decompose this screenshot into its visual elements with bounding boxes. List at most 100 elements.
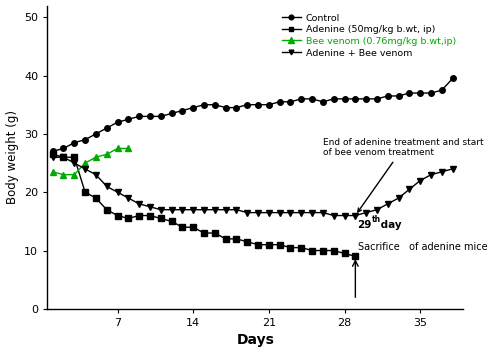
Adenine (50mg/kg b.wt, ip): [60, 155, 66, 159]
X-axis label: Days: Days: [236, 334, 275, 347]
Adenine + Bee venom: [82, 167, 88, 171]
Adenine + Bee venom: [180, 208, 186, 212]
Control: [309, 97, 315, 101]
Bee venom (0.76mg/kg b.wt,ip): [50, 170, 56, 174]
Text: day: day: [377, 220, 402, 230]
Adenine + Bee venom: [104, 184, 110, 189]
Adenine + Bee venom: [114, 190, 120, 194]
Control: [201, 103, 207, 107]
Adenine + Bee venom: [168, 208, 174, 212]
Control: [114, 120, 120, 124]
Control: [72, 140, 78, 145]
Adenine + Bee venom: [147, 205, 153, 209]
Control: [330, 97, 336, 101]
Adenine (50mg/kg b.wt, ip): [72, 155, 78, 159]
Adenine (50mg/kg b.wt, ip): [50, 152, 56, 156]
Adenine (50mg/kg b.wt, ip): [104, 208, 110, 212]
Control: [212, 103, 218, 107]
Adenine + Bee venom: [342, 214, 347, 218]
Adenine (50mg/kg b.wt, ip): [168, 219, 174, 223]
Adenine (50mg/kg b.wt, ip): [114, 214, 120, 218]
Adenine (50mg/kg b.wt, ip): [158, 216, 164, 221]
Adenine (50mg/kg b.wt, ip): [82, 190, 88, 194]
Adenine + Bee venom: [201, 208, 207, 212]
Adenine (50mg/kg b.wt, ip): [180, 225, 186, 229]
Bee venom (0.76mg/kg b.wt,ip): [72, 173, 78, 177]
Adenine + Bee venom: [385, 202, 391, 206]
Control: [266, 103, 272, 107]
Adenine (50mg/kg b.wt, ip): [288, 245, 294, 250]
Control: [396, 94, 402, 98]
Adenine + Bee venom: [222, 208, 228, 212]
Adenine (50mg/kg b.wt, ip): [244, 240, 250, 244]
Adenine + Bee venom: [126, 196, 132, 200]
Adenine (50mg/kg b.wt, ip): [276, 243, 282, 247]
Control: [428, 91, 434, 95]
Control: [276, 100, 282, 104]
Control: [93, 132, 99, 136]
Control: [60, 146, 66, 151]
Adenine (50mg/kg b.wt, ip): [255, 243, 261, 247]
Control: [234, 106, 239, 110]
Adenine + Bee venom: [255, 210, 261, 215]
Line: Adenine (50mg/kg b.wt, ip): Adenine (50mg/kg b.wt, ip): [50, 151, 358, 259]
Control: [352, 97, 358, 101]
Bee venom (0.76mg/kg b.wt,ip): [82, 161, 88, 165]
Control: [374, 97, 380, 101]
Adenine + Bee venom: [190, 208, 196, 212]
Line: Control: Control: [50, 76, 456, 154]
Adenine (50mg/kg b.wt, ip): [126, 216, 132, 221]
Adenine + Bee venom: [50, 155, 56, 159]
Adenine + Bee venom: [396, 196, 402, 200]
Adenine + Bee venom: [212, 208, 218, 212]
Control: [158, 114, 164, 119]
Adenine (50mg/kg b.wt, ip): [201, 231, 207, 235]
Adenine (50mg/kg b.wt, ip): [212, 231, 218, 235]
Adenine + Bee venom: [352, 214, 358, 218]
Adenine + Bee venom: [417, 178, 423, 183]
Adenine + Bee venom: [244, 210, 250, 215]
Control: [222, 106, 228, 110]
Control: [406, 91, 412, 95]
Adenine (50mg/kg b.wt, ip): [222, 237, 228, 241]
Control: [136, 114, 142, 119]
Control: [190, 106, 196, 110]
Adenine (50mg/kg b.wt, ip): [147, 214, 153, 218]
Bee venom (0.76mg/kg b.wt,ip): [104, 152, 110, 156]
Adenine + Bee venom: [428, 173, 434, 177]
Control: [385, 94, 391, 98]
Bee venom (0.76mg/kg b.wt,ip): [114, 146, 120, 151]
Adenine (50mg/kg b.wt, ip): [190, 225, 196, 229]
Control: [320, 100, 326, 104]
Adenine (50mg/kg b.wt, ip): [309, 249, 315, 253]
Control: [439, 88, 445, 92]
Legend: Control, Adenine (50mg/kg b.wt, ip), Bee venom (0.76mg/kg b.wt,ip), Adenine + Be: Control, Adenine (50mg/kg b.wt, ip), Bee…: [279, 10, 458, 61]
Control: [168, 111, 174, 115]
Control: [255, 103, 261, 107]
Adenine + Bee venom: [450, 167, 456, 171]
Control: [126, 117, 132, 121]
Adenine (50mg/kg b.wt, ip): [136, 214, 142, 218]
Control: [363, 97, 369, 101]
Control: [147, 114, 153, 119]
Adenine + Bee venom: [330, 214, 336, 218]
Adenine + Bee venom: [136, 202, 142, 206]
Control: [450, 76, 456, 80]
Text: th: th: [372, 215, 380, 224]
Bee venom (0.76mg/kg b.wt,ip): [126, 146, 132, 151]
Bee venom (0.76mg/kg b.wt,ip): [60, 173, 66, 177]
Control: [298, 97, 304, 101]
Adenine + Bee venom: [93, 173, 99, 177]
Adenine (50mg/kg b.wt, ip): [93, 196, 99, 200]
Adenine + Bee venom: [374, 208, 380, 212]
Bee venom (0.76mg/kg b.wt,ip): [93, 155, 99, 159]
Control: [342, 97, 347, 101]
Text: End of adenine treatment and start
of bee venom treatment: End of adenine treatment and start of be…: [323, 138, 484, 212]
Adenine + Bee venom: [320, 210, 326, 215]
Control: [288, 100, 294, 104]
Adenine + Bee venom: [60, 155, 66, 159]
Adenine + Bee venom: [234, 208, 239, 212]
Adenine + Bee venom: [158, 208, 164, 212]
Adenine (50mg/kg b.wt, ip): [298, 245, 304, 250]
Control: [50, 149, 56, 154]
